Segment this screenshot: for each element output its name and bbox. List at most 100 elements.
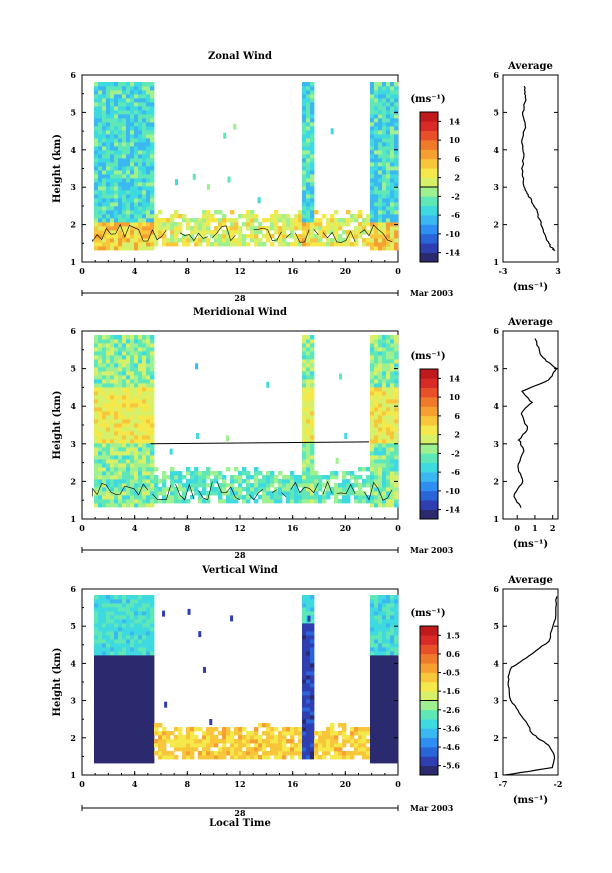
heatmap-cell <box>138 234 143 239</box>
colorbar-swatch <box>420 500 438 510</box>
heatmap-cell <box>106 751 111 756</box>
heatmap-cell <box>306 731 311 736</box>
heatmap-cell <box>150 114 155 119</box>
heatmap-cell <box>182 238 187 243</box>
heatmap-cell <box>342 731 347 736</box>
heatmap-cell <box>122 347 127 352</box>
heatmap-cell <box>150 90 155 95</box>
heatmap-cell <box>270 471 275 476</box>
heatmap-cell <box>110 395 115 400</box>
heatmap-cell <box>154 230 159 235</box>
heatmap-cell <box>374 451 379 456</box>
heatmap-cell <box>262 479 267 484</box>
heatmap-cell <box>102 419 107 424</box>
heatmap-cell <box>330 755 335 760</box>
heatmap-cell <box>294 499 299 504</box>
heatmap-cell <box>130 695 135 700</box>
heatmap-cell <box>118 142 123 147</box>
heatmap-cell <box>306 491 311 496</box>
heatmap-cell <box>138 727 143 732</box>
heatmap-cell <box>146 367 151 372</box>
heatmap-cell <box>386 595 391 600</box>
heatmap-cell <box>378 186 383 191</box>
heatmap-cell <box>390 214 395 219</box>
heatmap-cell <box>114 703 119 708</box>
heatmap-cell <box>94 459 99 464</box>
heatmap-cell <box>162 226 167 231</box>
heatmap-cell <box>150 130 155 135</box>
heatmap-cell <box>142 607 147 612</box>
heatmap-cell <box>182 739 187 744</box>
heatmap-cell <box>330 487 335 492</box>
heatmap-cell <box>118 499 123 504</box>
heatmap-cell <box>110 599 115 604</box>
heatmap-cell <box>118 391 123 396</box>
heatmap-cell <box>118 246 123 251</box>
heatmap-cell <box>378 395 383 400</box>
heatmap-cell <box>370 463 375 468</box>
heatmap-cell <box>94 82 99 87</box>
heatmap-cell <box>146 226 151 231</box>
heatmap-cell <box>390 635 395 640</box>
heatmap-cell <box>314 210 319 215</box>
heatmap-cell <box>118 607 123 612</box>
heatmap-cell <box>150 383 155 388</box>
heatmap-cell <box>242 479 247 484</box>
heatmap-cell <box>334 471 339 476</box>
heatmap-cell <box>98 679 103 684</box>
heatmap-cell <box>114 663 119 668</box>
heatmap-cell <box>344 433 348 440</box>
heatmap-cell <box>250 755 255 760</box>
heatmap-cell <box>226 234 231 239</box>
colorbar-swatch <box>420 490 438 501</box>
heatmap-cell <box>354 230 359 235</box>
heatmap-cell <box>122 623 127 628</box>
heatmap-cell <box>118 130 123 135</box>
heatmap-cell <box>126 375 131 380</box>
heatmap-cell <box>134 150 139 155</box>
heatmap-cell <box>186 222 191 227</box>
heatmap-cell <box>374 415 379 420</box>
heatmap-cell <box>310 651 315 656</box>
heatmap-cell <box>310 435 315 440</box>
heatmap-cell <box>358 747 363 752</box>
heatmap-cell <box>110 82 115 87</box>
heatmap-cell <box>306 194 311 199</box>
heatmap-cell <box>394 755 399 760</box>
heatmap-cell <box>126 339 131 344</box>
heatmap-cell <box>94 186 99 191</box>
heatmap-cell <box>98 455 103 460</box>
heatmap-cell <box>122 687 127 692</box>
heatmap-cell <box>138 375 143 380</box>
heatmap-cell <box>302 639 307 644</box>
heatmap-cell <box>102 154 107 159</box>
heatmap-cell <box>102 379 107 384</box>
heatmap-cell <box>374 479 379 484</box>
heatmap-cell <box>298 751 303 756</box>
heatmap-cell <box>114 367 119 372</box>
heatmap-cell <box>374 391 379 396</box>
heatmap-cell <box>130 367 135 372</box>
heatmap-cell <box>130 655 135 660</box>
heatmap-cell <box>382 667 387 672</box>
colorbar-tick-label: -1.6 <box>443 686 461 696</box>
heatmap-cell <box>358 483 363 488</box>
heatmap-cell <box>134 751 139 756</box>
heatmap-cell <box>258 230 263 235</box>
heatmap-cell <box>102 459 107 464</box>
heatmap-cell <box>258 723 263 728</box>
heatmap-cell <box>306 483 311 488</box>
heatmap-cell <box>106 503 111 508</box>
heatmap-cell <box>126 162 131 167</box>
heatmap-cell <box>210 483 215 488</box>
heatmap-cell <box>186 218 191 223</box>
heatmap-cell <box>266 491 271 496</box>
heatmap-cell <box>386 423 391 428</box>
heatmap-cell <box>150 359 155 364</box>
heatmap-cell <box>142 427 147 432</box>
heatmap-cell <box>146 134 151 139</box>
heatmap-cell <box>390 238 395 243</box>
heatmap-cell <box>310 603 315 608</box>
heatmap-cell <box>142 739 147 744</box>
heatmap-cell <box>394 675 399 680</box>
